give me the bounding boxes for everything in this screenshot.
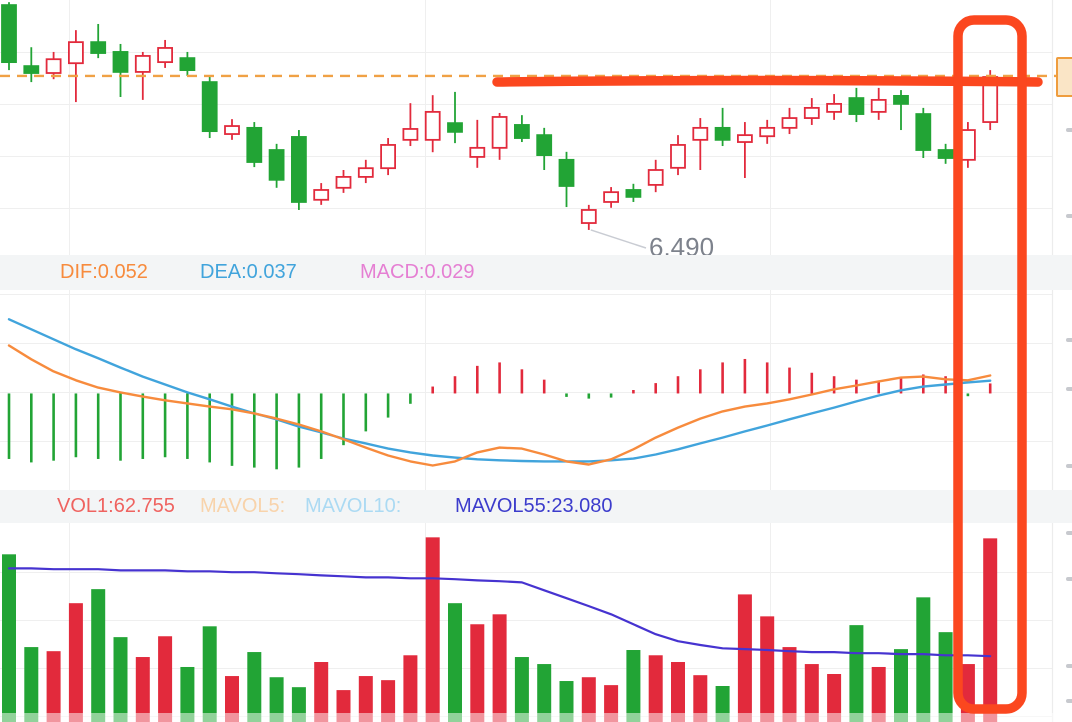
mavol55-value-label: MAVOL55:23.080 — [455, 495, 613, 517]
axis-tick-sliver — [1066, 577, 1072, 581]
mavol5-label: MAVOL5: — [200, 495, 286, 517]
axis-tick-sliver — [1066, 128, 1072, 132]
dea-value-label: DEA:0.037 — [200, 261, 297, 283]
dif-value-label: DIF:0.052 — [60, 261, 148, 283]
axis-tick-sliver — [1066, 664, 1072, 668]
macd-indicator-header: DIF:0.052 DEA:0.037 MACD:0.029 — [0, 255, 1072, 290]
volume-bars — [2, 537, 998, 722]
axis-tick-sliver — [1066, 531, 1072, 535]
candlestick-series — [1, 2, 999, 230]
axis-tick-sliver — [1066, 338, 1072, 342]
vol1-value-label: VOL1:62.755 — [57, 495, 175, 517]
volume-indicator-header: VOL1:62.755 MAVOL5: MAVOL10: MAVOL55:23.… — [0, 490, 1072, 523]
dif-line — [7, 344, 992, 467]
x-axis-strip — [0, 713, 1053, 722]
dea-line — [7, 318, 992, 463]
price-level-tag — [1056, 57, 1072, 97]
mavol10-label: MAVOL10: — [305, 495, 402, 517]
axis-tick-sliver — [1066, 699, 1072, 703]
macd-histogram — [7, 358, 992, 470]
axis-tick-sliver — [1066, 387, 1072, 391]
axis-tick-sliver — [1066, 214, 1072, 218]
axis-tick-sliver — [1066, 464, 1072, 468]
macd-value-label: MACD:0.029 — [360, 261, 475, 283]
low-point-pointer-line — [590, 229, 647, 249]
mavol55-line — [7, 567, 992, 658]
